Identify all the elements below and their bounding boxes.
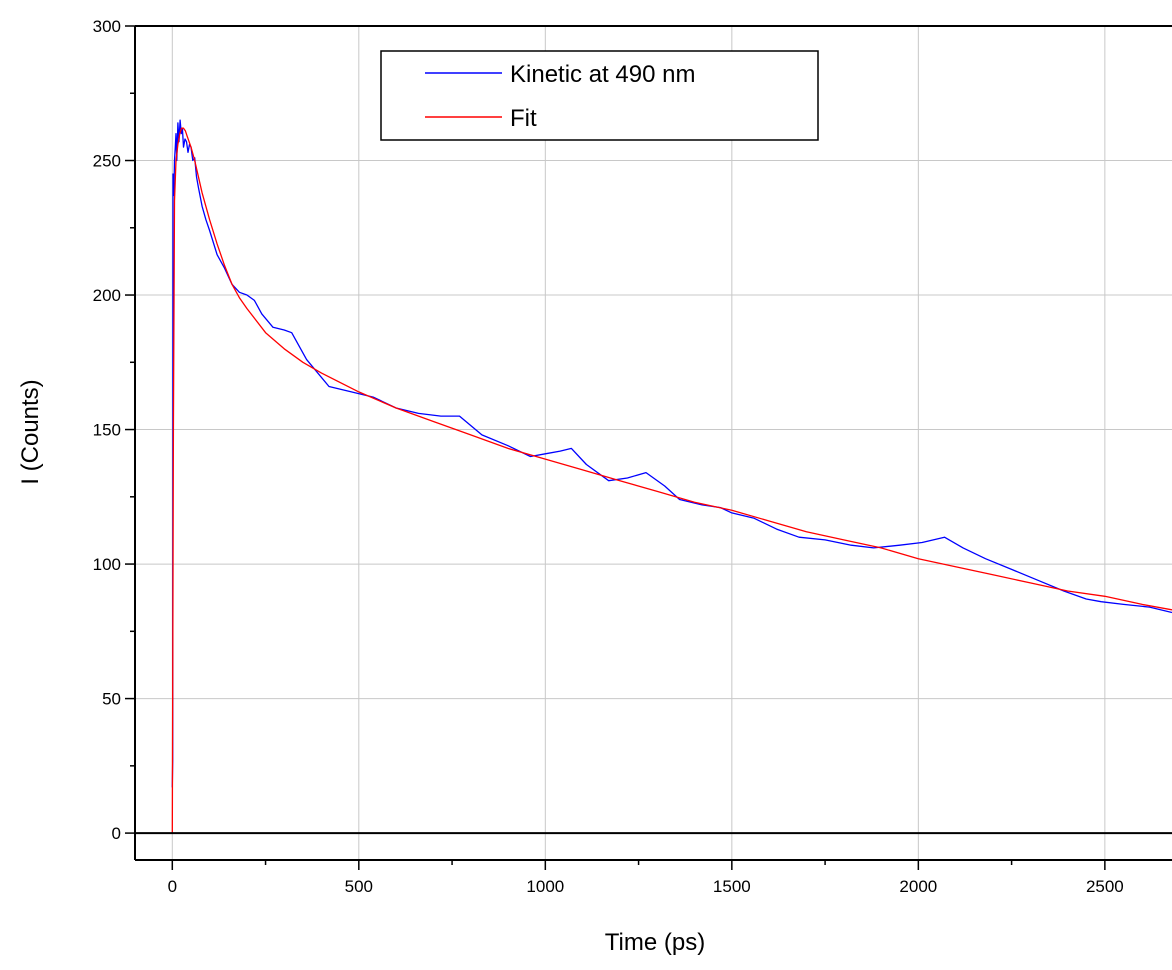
y-tick-label-300: 300 <box>93 17 121 36</box>
x-axis-title: Time (ps) <box>605 929 705 956</box>
axes-layer <box>125 25 1172 870</box>
tick-labels: 0 500 1000 1500 2000 2500 0 50 100 150 200 250 300 <box>93 17 1124 896</box>
x-tick-label-2000: 2000 <box>899 877 937 896</box>
y-tick-label-250: 250 <box>93 152 121 171</box>
y-tick-label-100: 100 <box>93 555 121 574</box>
legend-label-fit: Fit <box>510 105 537 132</box>
legend-label-kinetic: Kinetic at 490 nm <box>510 61 695 88</box>
series-layer <box>171 119 1172 834</box>
x-tick-label-1500: 1500 <box>713 877 751 896</box>
legend: Kinetic at 490 nm Fit <box>380 50 819 141</box>
legend-box <box>380 50 819 141</box>
y-axis-title: I (Counts) <box>17 379 44 484</box>
y-tick-label-0: 0 <box>112 824 121 843</box>
x-tick-label-0: 0 <box>168 877 177 896</box>
y-tick-label-50: 50 <box>102 690 121 709</box>
x-tick-label-2500: 2500 <box>1086 877 1124 896</box>
x-tick-label-1000: 1000 <box>526 877 564 896</box>
series-line-0 <box>171 119 1172 788</box>
series-line-1 <box>171 127 1172 834</box>
grid-lines <box>135 25 1172 860</box>
y-tick-label-200: 200 <box>93 286 121 305</box>
x-tick-label-500: 500 <box>345 877 373 896</box>
y-tick-label-150: 150 <box>93 421 121 440</box>
